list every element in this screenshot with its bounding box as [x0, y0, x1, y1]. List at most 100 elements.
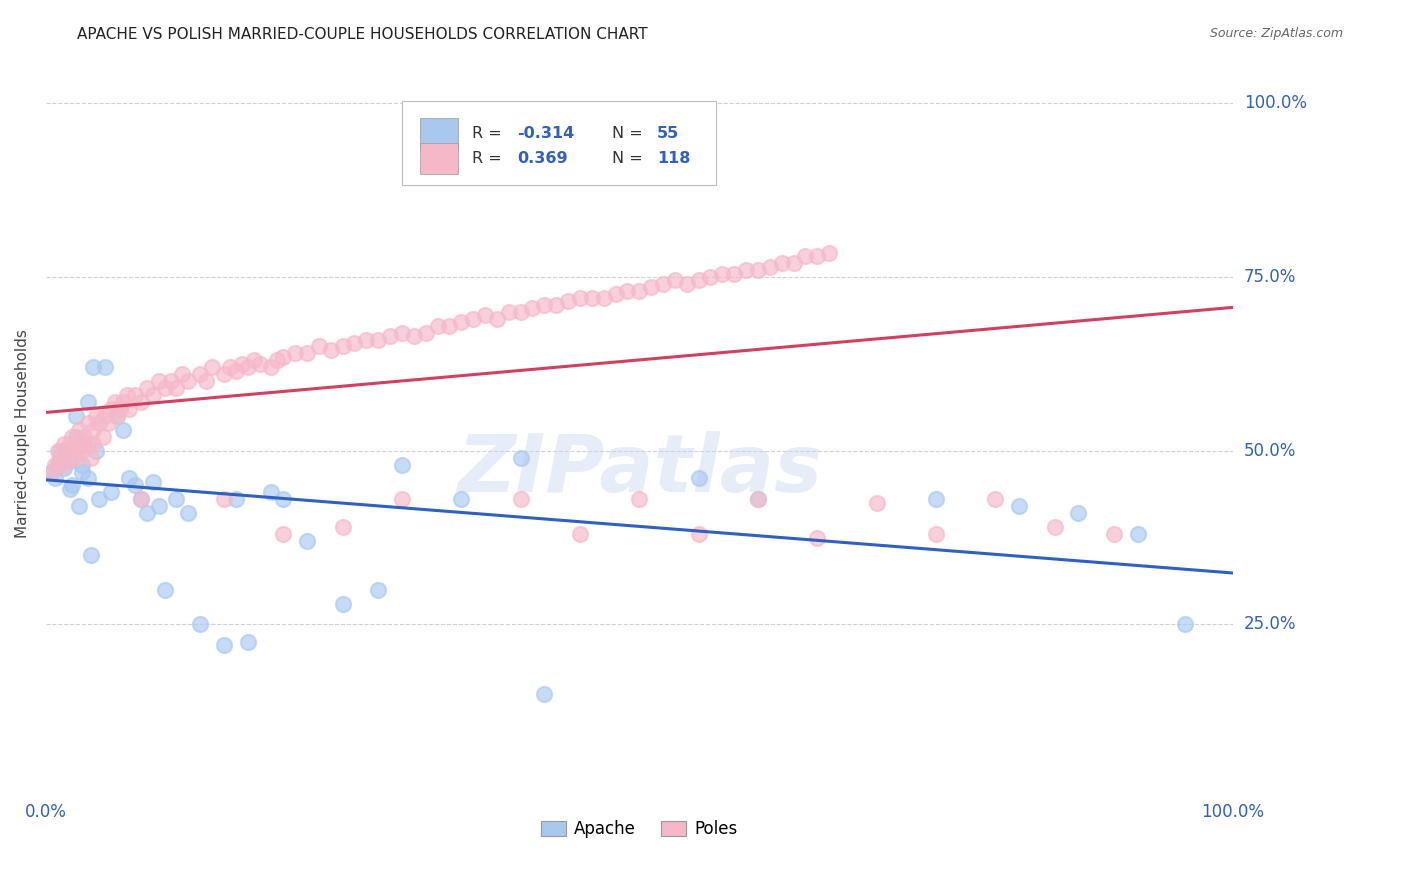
- Point: [52, 450, 75, 465]
- Point: [628, 492, 651, 507]
- Point: [153, 381, 176, 395]
- Text: APACHE VS POLISH MARRIED-COUPLE HOUSEHOLDS CORRELATION CHART: APACHE VS POLISH MARRIED-COUPLE HOUSEHOL…: [77, 27, 648, 42]
- Point: [76, 395, 98, 409]
- Point: [747, 492, 769, 507]
- Point: [402, 329, 425, 343]
- Text: 50.0%: 50.0%: [1244, 442, 1296, 459]
- Point: [688, 273, 710, 287]
- Point: [735, 263, 758, 277]
- Point: [391, 492, 413, 507]
- Point: [115, 388, 138, 402]
- Point: [1067, 506, 1090, 520]
- Point: [65, 430, 87, 444]
- Point: [1043, 520, 1066, 534]
- Point: [153, 582, 176, 597]
- Point: [84, 409, 107, 423]
- Point: [865, 496, 887, 510]
- Point: [219, 360, 242, 375]
- Point: [65, 450, 87, 465]
- Point: [231, 357, 253, 371]
- Point: [159, 374, 181, 388]
- Point: [201, 360, 224, 375]
- Point: [463, 311, 485, 326]
- Point: [628, 284, 651, 298]
- Point: [450, 315, 472, 329]
- Point: [794, 249, 817, 263]
- Point: [52, 461, 75, 475]
- Point: [266, 353, 288, 368]
- Point: [166, 381, 188, 395]
- FancyBboxPatch shape: [402, 102, 717, 186]
- Point: [688, 471, 710, 485]
- Point: [65, 409, 87, 423]
- Point: [112, 395, 135, 409]
- Point: [76, 416, 98, 430]
- Point: [91, 430, 114, 444]
- Point: [60, 430, 83, 444]
- Point: [782, 256, 804, 270]
- Point: [177, 374, 200, 388]
- Text: N =: N =: [612, 151, 648, 166]
- Point: [177, 506, 200, 520]
- Point: [100, 402, 122, 417]
- Point: [124, 478, 146, 492]
- Point: [271, 350, 294, 364]
- Point: [49, 443, 72, 458]
- Point: [284, 346, 307, 360]
- Point: [41, 465, 63, 479]
- Point: [806, 531, 828, 545]
- Point: [332, 339, 354, 353]
- Point: [59, 450, 82, 465]
- Point: [104, 395, 127, 409]
- FancyBboxPatch shape: [420, 118, 458, 149]
- Point: [818, 245, 841, 260]
- Point: [188, 617, 211, 632]
- Point: [723, 267, 745, 281]
- Point: [249, 357, 271, 371]
- Point: [236, 634, 259, 648]
- Point: [135, 506, 157, 520]
- FancyBboxPatch shape: [420, 144, 458, 174]
- Y-axis label: Married-couple Households: Married-couple Households: [15, 329, 30, 538]
- Point: [76, 436, 98, 450]
- Point: [59, 454, 82, 468]
- Point: [105, 409, 128, 423]
- Point: [82, 436, 104, 450]
- Point: [65, 443, 87, 458]
- Point: [129, 492, 152, 507]
- Point: [52, 436, 75, 450]
- Point: [41, 465, 63, 479]
- Point: [148, 500, 170, 514]
- Point: [94, 360, 117, 375]
- Point: [747, 263, 769, 277]
- Point: [391, 326, 413, 340]
- Point: [52, 458, 75, 472]
- Point: [118, 471, 141, 485]
- Text: 55: 55: [657, 126, 679, 141]
- Point: [59, 436, 82, 450]
- Point: [378, 329, 401, 343]
- Point: [699, 270, 721, 285]
- Point: [56, 443, 79, 458]
- Point: [295, 534, 318, 549]
- Point: [129, 492, 152, 507]
- Point: [94, 409, 117, 423]
- Point: [225, 364, 247, 378]
- Point: [367, 333, 389, 347]
- Point: [135, 381, 157, 395]
- Point: [97, 416, 120, 430]
- Point: [105, 409, 128, 423]
- Point: [1008, 500, 1031, 514]
- Point: [485, 311, 508, 326]
- Legend: Apache, Poles: Apache, Poles: [534, 814, 744, 845]
- Text: R =: R =: [472, 151, 506, 166]
- Point: [592, 291, 614, 305]
- Point: [67, 423, 90, 437]
- Point: [664, 273, 686, 287]
- Point: [46, 458, 69, 472]
- Point: [142, 388, 165, 402]
- Point: [806, 249, 828, 263]
- Point: [652, 277, 675, 291]
- Point: [616, 284, 638, 298]
- Point: [56, 443, 79, 458]
